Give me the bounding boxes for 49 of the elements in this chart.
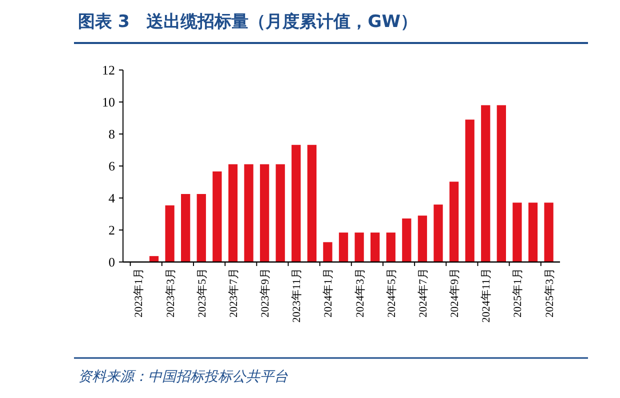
y-tick-label: 2 — [108, 222, 115, 238]
y-tick-label: 8 — [108, 126, 115, 142]
bar — [434, 204, 443, 262]
y-tick-label: 10 — [102, 94, 115, 110]
bar — [292, 144, 301, 262]
x-tick-label: 2024年1月 — [322, 268, 335, 318]
bar — [323, 242, 332, 262]
bar — [402, 218, 412, 262]
x-tick-label: 2024年7月 — [417, 268, 430, 318]
x-tick-label: 2023年11月 — [291, 268, 304, 323]
x-tick-label: 2023年7月 — [228, 268, 240, 318]
x-tick-label: 2024年5月 — [386, 268, 398, 318]
bar — [449, 182, 459, 262]
x-tick-label: 2025年3月 — [544, 268, 556, 318]
bar — [370, 232, 380, 262]
x-tick-label: 2024年11月 — [480, 268, 493, 323]
x-tick-label: 2023年9月 — [260, 268, 272, 318]
bar — [165, 205, 174, 262]
y-tick-label: 4 — [108, 190, 116, 206]
bar — [307, 144, 316, 262]
bar — [149, 256, 159, 262]
y-tick-label: 12 — [102, 62, 115, 78]
bar — [481, 105, 490, 262]
y-tick-label: 0 — [108, 254, 115, 270]
bar — [544, 202, 554, 262]
bar — [354, 232, 364, 262]
bar — [528, 202, 538, 262]
bar — [386, 232, 396, 262]
y-tick-label: 6 — [108, 158, 116, 174]
bar — [196, 194, 206, 262]
bar — [212, 171, 222, 262]
x-tick-label: 2023年1月 — [133, 268, 146, 318]
bar — [276, 164, 285, 262]
bar — [512, 202, 522, 262]
x-tick-label: 2023年5月 — [196, 268, 208, 318]
x-tick-label: 2025年1月 — [512, 268, 524, 318]
x-tick-label: 2024年9月 — [449, 268, 462, 318]
x-tick-label: 2024年3月 — [354, 268, 366, 318]
bar — [418, 216, 428, 262]
text: 资料来源：中国招标投标公共平台 — [78, 369, 288, 385]
bar — [244, 164, 254, 262]
bar — [228, 164, 238, 262]
x-tick-label: 2023年3月 — [164, 268, 177, 318]
bar — [465, 120, 474, 262]
bar — [338, 232, 348, 262]
chart-title: 图表 3 送出缆招标量（月度累计值，GW） — [78, 12, 418, 32]
bar — [181, 194, 190, 262]
bar — [260, 164, 270, 262]
bar — [496, 105, 506, 262]
